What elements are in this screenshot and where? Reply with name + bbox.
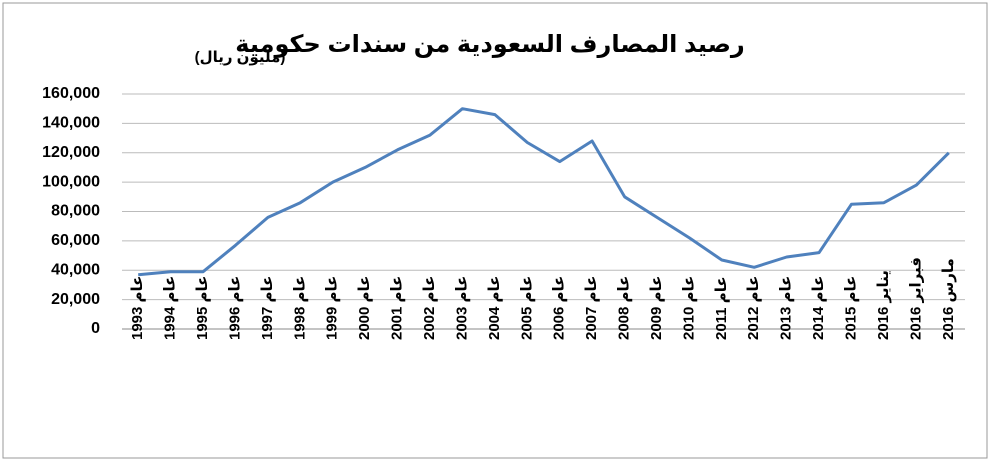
y-tick-label: 100,000 [42,173,100,190]
y-tick-label: 160,000 [42,85,100,102]
x-tick-label: عام 2012 [745,276,762,340]
x-tick-label: عام 2007 [583,276,600,340]
x-tick-label: يناير 2016 [875,270,892,340]
x-tick-label: عام 2009 [648,276,665,340]
chart-subtitle: (مليون ريال) [195,49,286,66]
x-tick-label: عام 2010 [680,276,697,340]
title-text: رصيد المصارف السعودية من سندات حكومية [235,31,744,58]
x-tick-label: عام 2003 [453,276,470,340]
x-tick-label: عام 2002 [421,276,438,340]
x-tick-label: فبراير 2016 [907,257,924,340]
x-tick-label: عام 2000 [356,276,373,340]
x-tick-label: عام 2013 [778,276,795,340]
chart-frame [2,2,988,459]
x-tick-label: عام 1997 [259,276,276,340]
x-tick-label: عام 2015 [842,276,859,340]
y-tick-label: 140,000 [42,115,100,132]
x-tick-label: عام 2011 [713,276,730,340]
y-tick-label: 120,000 [42,144,100,161]
y-tick-label: 0 [91,320,100,337]
x-tick-label: عام 2008 [616,276,633,340]
data-line [138,107,950,277]
x-tick-label: مارس 2016 [940,258,957,340]
x-tick-label: عام 2005 [518,276,535,340]
x-tick-label: عام 2004 [486,276,503,340]
y-tick-label: 20,000 [51,291,100,308]
x-tick-label: عام 1996 [226,276,243,340]
x-tick-label: عام 1995 [194,276,211,340]
x-tick-label: عام 1994 [162,276,179,340]
y-tick-label: 40,000 [51,261,100,278]
x-tick-label: عام 1993 [129,276,146,340]
y-tick-label: 80,000 [51,203,100,220]
y-tick-label: 60,000 [51,232,100,249]
x-tick-label: عام 2014 [810,276,827,340]
x-tick-label: عام 1998 [291,276,308,340]
x-tick-label: عام 2006 [551,276,568,340]
chart-title: رصيد المصارف السعودية من سندات حكومية [235,31,744,58]
x-tick-label: عام 2001 [389,276,406,340]
x-tick-label: عام 1999 [324,276,341,340]
